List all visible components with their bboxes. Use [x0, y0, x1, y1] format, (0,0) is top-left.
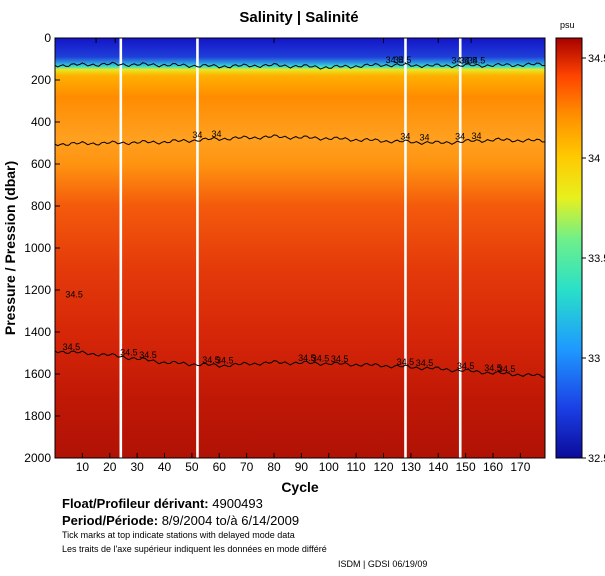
- x-tick-label: 140: [428, 460, 448, 474]
- contour-label: 34.5: [498, 364, 516, 374]
- contour-label: 34: [212, 129, 222, 139]
- axis-ticks: 10 20 30 40 50 60 70 80 90 100 110 120 130 140 150 160 1…: [24, 31, 530, 474]
- missing-column: [458, 38, 462, 458]
- float-line: Float/Profileur dérivant: 4900493: [62, 496, 263, 511]
- x-tick-label: 150: [456, 460, 476, 474]
- y-tick-label: 0: [44, 31, 51, 45]
- y-tick-label: 200: [31, 73, 51, 87]
- missing-column: [404, 38, 407, 458]
- x-tick-label: 20: [103, 460, 117, 474]
- x-tick-label: 130: [401, 460, 421, 474]
- contour-label: 34.5: [216, 355, 234, 365]
- contour-label: 34.5: [484, 363, 502, 373]
- contour-label: 34.5: [298, 353, 316, 363]
- contour-label: 34.5: [457, 361, 475, 371]
- x-tick-label: 170: [510, 460, 530, 474]
- contour-label: 34: [472, 131, 482, 141]
- contour-label: 34.5: [460, 55, 478, 65]
- contour-label: 34.5: [397, 357, 415, 367]
- x-tick-label: 100: [319, 460, 339, 474]
- float-id: 4900493: [212, 496, 263, 511]
- note-english: Tick marks at top indicate stations with…: [62, 530, 295, 540]
- y-tick-label: 800: [31, 199, 51, 213]
- colorbar-tick-label: 33.5: [588, 253, 605, 265]
- colorbar-unit: psu: [560, 20, 575, 30]
- contour-label: 34.5: [63, 342, 81, 352]
- period-label: Period/Période:: [62, 513, 159, 528]
- contour-line: [55, 350, 545, 378]
- salinity-field: [55, 38, 545, 458]
- x-tick-label: 40: [158, 460, 172, 474]
- y-tick-label: 1200: [24, 283, 51, 297]
- float-label: Float/Profileur dérivant:: [62, 496, 209, 511]
- y-axis-label: Pressure / Pression (dbar): [2, 161, 18, 335]
- contour-label: 34.5: [331, 354, 349, 364]
- x-tick-label: 10: [76, 460, 90, 474]
- missing-column: [196, 38, 199, 458]
- y-tick-label: 1000: [24, 241, 51, 255]
- colorbar-ticks: 32.5 33 33.5 34 34.5: [582, 53, 605, 465]
- x-axis-label: Cycle: [281, 479, 319, 495]
- x-tick-label: 80: [267, 460, 281, 474]
- contour-label: 34.5: [394, 55, 412, 65]
- contour-line: [55, 134, 545, 147]
- x-tick-label: 110: [347, 460, 366, 474]
- contour-label: 34.5: [202, 355, 220, 365]
- contour-line: [55, 61, 545, 70]
- missing-column: [119, 38, 123, 458]
- contour-label: 34.5: [386, 55, 404, 65]
- contour-label: 34.5: [451, 56, 469, 66]
- x-tick-label: 160: [483, 460, 503, 474]
- period-line: Period/Période: 8/9/2004 to/à 6/14/2009: [62, 513, 299, 528]
- contour-label: 34.5: [120, 348, 138, 358]
- missing-data-columns: [119, 38, 462, 458]
- y-tick-label: 1400: [24, 325, 51, 339]
- contour-lines: 34.534.5 34.534.534.534 34 34 34 34 3434.534.5…: [55, 55, 545, 378]
- contour-label: 34.5: [65, 289, 83, 299]
- period-value: 8/9/2004 to/à 6/14/2009: [161, 513, 300, 528]
- contour-label: 34.5: [139, 350, 157, 360]
- colorbar-tick-label: 34.5: [588, 53, 605, 65]
- y-tick-label: 600: [31, 157, 51, 171]
- colorbar-tick-label: 33: [588, 353, 600, 365]
- chart-title: Salinity | Salinité: [239, 9, 358, 26]
- credit-line: ISDM | GDSI 06/19/09: [338, 559, 428, 569]
- x-tick-label: 30: [130, 460, 144, 474]
- contour-label: 34: [420, 132, 430, 142]
- x-tick-label: 60: [213, 460, 227, 474]
- x-tick-label: 120: [373, 460, 393, 474]
- contour-label: 34: [400, 132, 410, 142]
- y-tick-label: 2000: [24, 451, 51, 465]
- y-tick-label: 1600: [24, 367, 51, 381]
- contour-label: 34: [455, 132, 465, 142]
- y-tick-label: 1800: [24, 409, 51, 423]
- contour-label: 34: [192, 130, 202, 140]
- colorbar-tick-label: 32.5: [588, 453, 605, 465]
- contour-label: 34.5: [416, 358, 434, 368]
- plot-area: 34.534.5 34.534.534.534 34 34 34 34 3434.534.5…: [55, 38, 545, 458]
- x-tick-label: 70: [240, 460, 254, 474]
- contour-label: 34.5: [312, 353, 330, 363]
- colorbar: [555, 37, 583, 459]
- note-french: Les traits de l'axe supérieur indiquent …: [62, 544, 327, 554]
- contour-label: 34.5: [468, 55, 486, 65]
- y-tick-label: 400: [31, 115, 51, 129]
- x-tick-label: 90: [295, 460, 309, 474]
- x-tick-label: 50: [185, 460, 199, 474]
- colorbar-tick-label: 34: [588, 153, 600, 165]
